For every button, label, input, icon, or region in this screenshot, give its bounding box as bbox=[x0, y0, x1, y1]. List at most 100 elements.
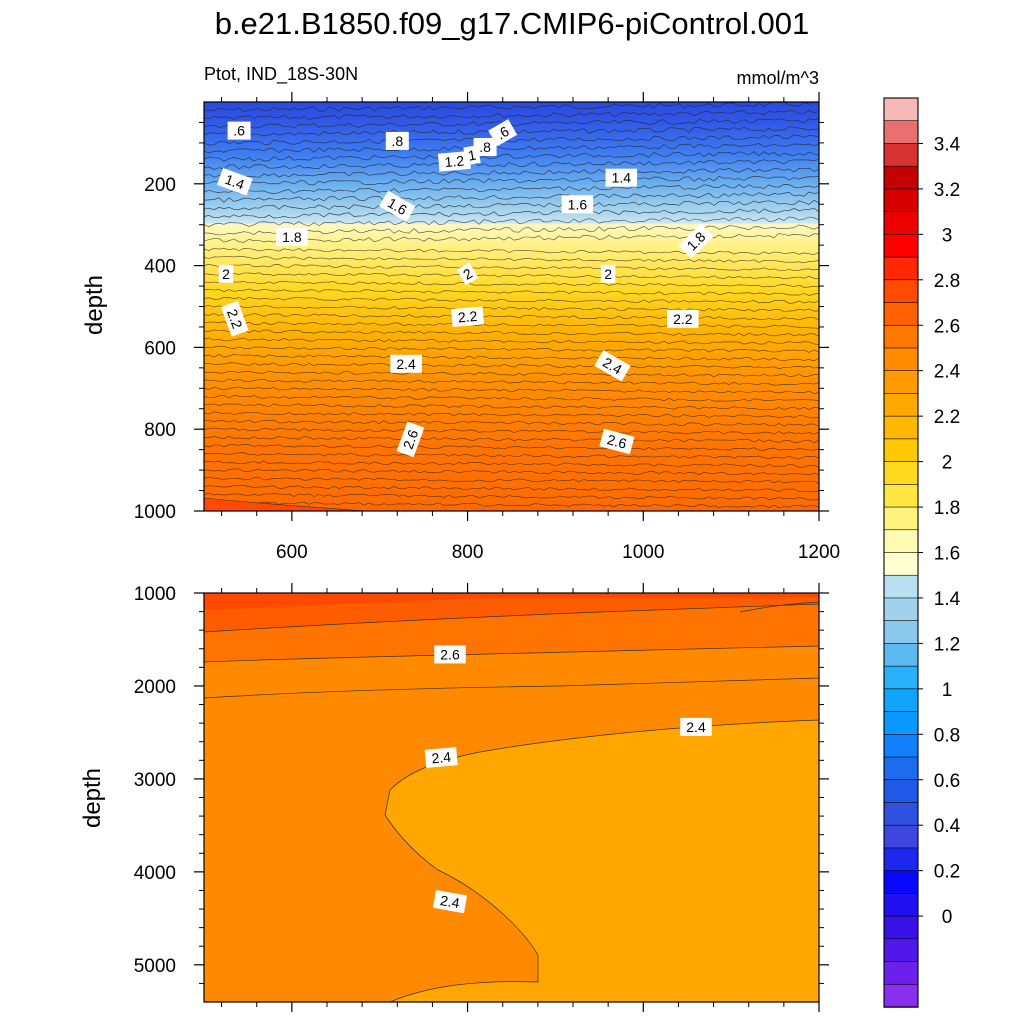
contour-label: 1.6 bbox=[561, 195, 594, 214]
contour-label-text: 2.6 bbox=[605, 431, 628, 452]
colorbar-segment bbox=[883, 393, 919, 417]
colorbar-segment bbox=[883, 438, 919, 463]
contour-label-text: 1 bbox=[467, 147, 478, 164]
colorbar-label: 0.2 bbox=[934, 862, 960, 883]
contour-line bbox=[203, 199, 820, 211]
colorbar-segment bbox=[883, 256, 919, 281]
contour-line bbox=[203, 460, 820, 468]
colorbar-segment bbox=[883, 484, 919, 508]
contour-label-text: 1.4 bbox=[612, 170, 632, 186]
contour-line bbox=[203, 158, 820, 170]
colorbar-segment bbox=[883, 643, 919, 667]
contour-line bbox=[203, 184, 820, 194]
colorbar-label: 3 bbox=[942, 225, 953, 246]
contour-line bbox=[204, 468, 820, 476]
contour-line bbox=[203, 362, 820, 370]
colorbar-segment bbox=[883, 188, 919, 213]
colorbar-segment bbox=[883, 506, 919, 531]
contour-line bbox=[203, 207, 820, 219]
contour-line bbox=[203, 134, 820, 146]
y-tick-label: 5000 bbox=[134, 956, 176, 977]
colorbar: 3.4 3.2 3 2.8 2.6 2.4 2.2 2 1.8 1.6 1.4 1.2 1 0.8 0.6 0… bbox=[883, 97, 961, 1008]
contour-label: 1.4 bbox=[216, 167, 253, 196]
contour-line bbox=[203, 435, 820, 444]
contour-label-text: 2.6 bbox=[440, 646, 460, 662]
colorbar-segment bbox=[883, 415, 919, 440]
contour-label: 2.2 bbox=[220, 300, 249, 337]
contour-line bbox=[203, 492, 820, 501]
contour-label-box bbox=[396, 421, 425, 458]
y-tick-label: 4000 bbox=[134, 863, 176, 884]
colorbar-label: 2 bbox=[942, 453, 953, 474]
contour-label: 2.4 bbox=[432, 890, 468, 914]
contour-label: 2 bbox=[600, 264, 616, 283]
contour-line bbox=[203, 280, 820, 288]
contour-label: 1.8 bbox=[276, 228, 308, 246]
contour-line bbox=[203, 378, 820, 386]
y-tick-label: 200 bbox=[144, 175, 176, 196]
contour-line bbox=[203, 191, 820, 203]
colorbar-segment bbox=[883, 597, 919, 622]
contour-line bbox=[203, 118, 820, 129]
contour-line bbox=[203, 444, 820, 451]
colorbar-label: 1.6 bbox=[934, 544, 960, 565]
upper-contour-lines bbox=[203, 101, 820, 509]
contour-label-text: .8 bbox=[479, 139, 491, 155]
contour-label-box bbox=[456, 262, 479, 286]
contour-label: 2.4 bbox=[424, 747, 458, 768]
contour-label-text: 2 bbox=[222, 266, 230, 282]
contour-line bbox=[203, 345, 820, 353]
contour-label: 2.4 bbox=[680, 717, 712, 736]
colorbar-label: 0.8 bbox=[934, 725, 960, 746]
x-tick-label: 800 bbox=[452, 542, 484, 563]
colorbar-label: 3.4 bbox=[934, 134, 961, 155]
contour-label-box bbox=[678, 223, 714, 259]
colorbar-segment bbox=[883, 211, 919, 236]
contour-label: .6 bbox=[488, 119, 518, 147]
contour-line bbox=[203, 247, 820, 255]
contour-label-box bbox=[680, 717, 712, 736]
contour-label: 2.2 bbox=[667, 309, 699, 328]
colorbar-segment bbox=[883, 461, 919, 486]
contour-label-box bbox=[276, 228, 308, 246]
contour-label-box bbox=[451, 306, 485, 328]
lower-contour-labels: 2.6 2.4 2.4 2.4 bbox=[424, 645, 712, 914]
contour-label-box bbox=[437, 150, 471, 172]
colorbar-label: 1 bbox=[942, 680, 953, 701]
contour-label-box bbox=[434, 645, 466, 664]
lower-y-axis-label: depth bbox=[79, 768, 106, 828]
contour-line bbox=[203, 151, 820, 162]
contour-label-box bbox=[667, 309, 699, 328]
colorbar-label: 0.4 bbox=[934, 816, 961, 837]
colorbar-segment bbox=[883, 756, 919, 781]
contour-line bbox=[203, 167, 820, 178]
colorbar-segment bbox=[883, 779, 919, 804]
contour-line bbox=[203, 476, 820, 484]
colorbar-segment bbox=[883, 983, 919, 1008]
colorbar-segment bbox=[883, 688, 919, 713]
colorbar-segment bbox=[883, 711, 919, 736]
contour-line bbox=[203, 485, 820, 493]
upper-y-axis-label: depth bbox=[81, 275, 108, 335]
contour-label: .8 bbox=[473, 138, 497, 156]
colorbar-segment bbox=[883, 870, 919, 895]
contour-label: 2.4 bbox=[390, 354, 422, 373]
contour-label-text: 1.6 bbox=[568, 196, 588, 212]
contour-line bbox=[203, 386, 820, 394]
contour-line bbox=[203, 101, 820, 112]
contour-label-text: .6 bbox=[233, 123, 245, 139]
contour-label: 1.2 bbox=[437, 150, 471, 172]
colorbar-segment bbox=[883, 552, 919, 576]
colorbar-label: 2.2 bbox=[934, 407, 960, 428]
contour-line bbox=[203, 288, 820, 296]
contour-label-text: 2.2 bbox=[457, 308, 478, 326]
colorbar-segment bbox=[883, 143, 919, 167]
colorbar-segment bbox=[883, 347, 919, 372]
lower-band-28 bbox=[204, 593, 819, 610]
y-tick-label: 600 bbox=[144, 338, 176, 359]
contour-line bbox=[203, 501, 820, 509]
colorbar-segment bbox=[883, 938, 919, 963]
colorbar-label: 2.4 bbox=[934, 362, 961, 383]
colorbar-segment bbox=[883, 893, 919, 917]
